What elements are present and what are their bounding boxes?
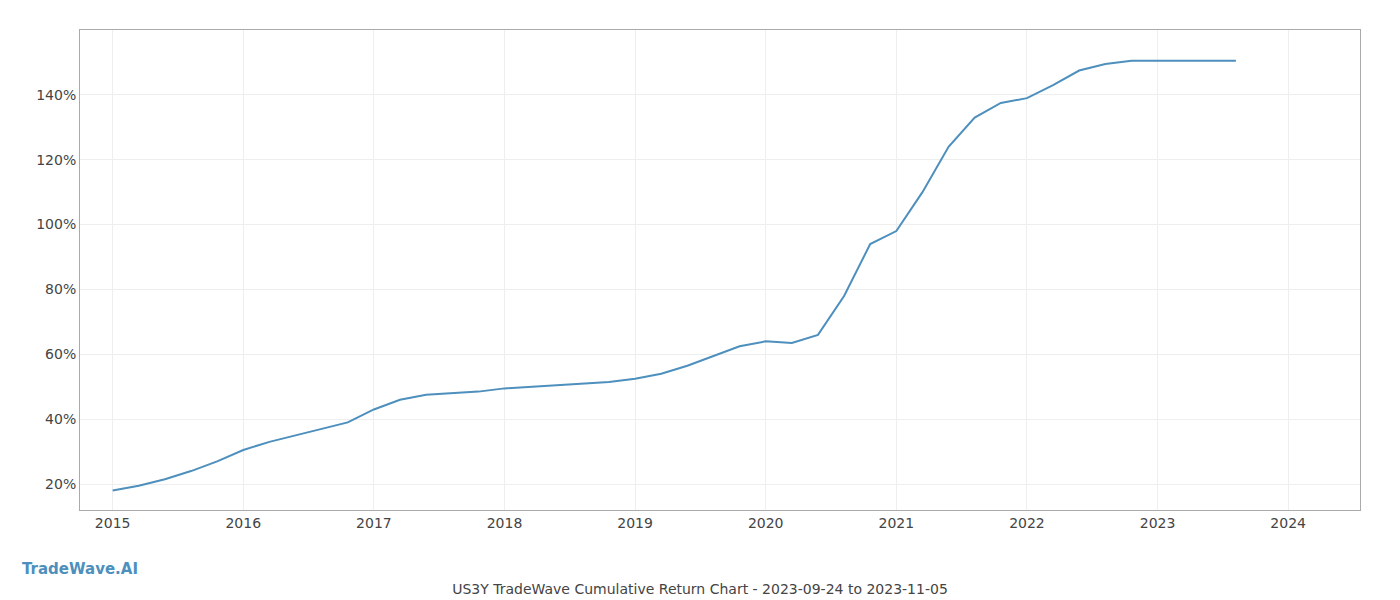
- svg-text:2024: 2024: [1270, 515, 1306, 531]
- svg-text:2015: 2015: [95, 515, 131, 531]
- svg-text:2019: 2019: [617, 515, 653, 531]
- svg-text:2016: 2016: [225, 515, 261, 531]
- svg-text:140%: 140%: [36, 87, 76, 103]
- svg-text:60%: 60%: [45, 346, 76, 362]
- svg-text:120%: 120%: [36, 152, 76, 168]
- svg-text:2023: 2023: [1140, 515, 1176, 531]
- svg-text:2018: 2018: [487, 515, 523, 531]
- svg-text:2020: 2020: [748, 515, 784, 531]
- svg-text:TradeWave.AI: TradeWave.AI: [22, 560, 138, 578]
- svg-text:2022: 2022: [1009, 515, 1045, 531]
- svg-text:100%: 100%: [36, 216, 76, 232]
- svg-text:80%: 80%: [45, 281, 76, 297]
- svg-text:20%: 20%: [45, 476, 76, 492]
- svg-text:40%: 40%: [45, 411, 76, 427]
- svg-text:2021: 2021: [879, 515, 915, 531]
- svg-text:2017: 2017: [356, 515, 392, 531]
- svg-text:US3Y TradeWave Cumulative Retu: US3Y TradeWave Cumulative Return Chart -…: [452, 581, 948, 597]
